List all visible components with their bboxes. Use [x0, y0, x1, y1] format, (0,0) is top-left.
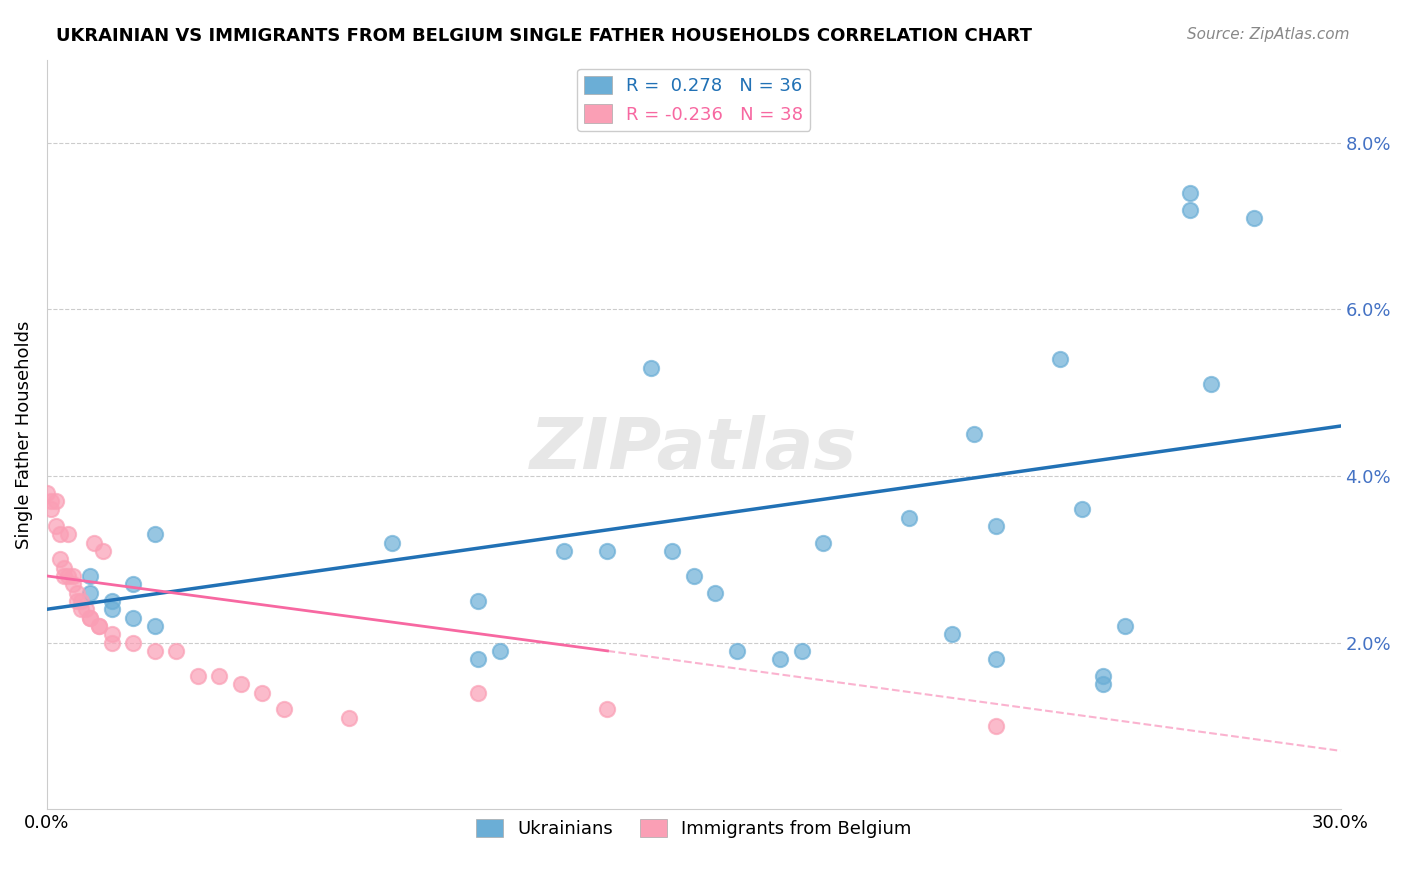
Point: [100, 602, 122, 616]
Legend: Ukrainians, Immigrants from Belgium: Ukrainians, Immigrants from Belgium: [468, 812, 920, 845]
Point: [1092, 669, 1115, 683]
Point: [187, 669, 209, 683]
Point: [467, 685, 489, 699]
Point: [44, 519, 66, 533]
Point: [58, 569, 80, 583]
Point: [39, 502, 62, 516]
Point: [143, 644, 166, 658]
Point: [49, 552, 72, 566]
Point: [208, 669, 231, 683]
Point: [122, 577, 145, 591]
Point: [984, 652, 1007, 666]
Point: [66, 594, 89, 608]
Point: [79, 569, 101, 583]
Point: [381, 535, 404, 549]
Point: [62, 577, 84, 591]
Point: [596, 702, 619, 716]
Point: [75, 602, 97, 616]
Point: [79, 585, 101, 599]
Point: [984, 719, 1007, 733]
Text: Source: ZipAtlas.com: Source: ZipAtlas.com: [1187, 27, 1350, 42]
Point: [122, 610, 145, 624]
Point: [941, 627, 963, 641]
Point: [66, 585, 89, 599]
Point: [229, 677, 252, 691]
Point: [1178, 202, 1201, 217]
Point: [58, 527, 80, 541]
Point: [769, 652, 792, 666]
Point: [467, 652, 489, 666]
Point: [553, 544, 575, 558]
Point: [87, 619, 110, 633]
Point: [596, 544, 619, 558]
Point: [53, 569, 76, 583]
Point: [143, 619, 166, 633]
Point: [83, 535, 105, 549]
Point: [252, 685, 274, 699]
Point: [100, 627, 122, 641]
Point: [1199, 377, 1222, 392]
Point: [467, 594, 489, 608]
Point: [49, 527, 72, 541]
Point: [640, 360, 662, 375]
Point: [682, 569, 704, 583]
Point: [44, 494, 66, 508]
Point: [62, 569, 84, 583]
Point: [70, 602, 93, 616]
Point: [165, 644, 187, 658]
Point: [91, 544, 114, 558]
Point: [488, 644, 510, 658]
Point: [79, 610, 101, 624]
Point: [790, 644, 813, 658]
Point: [100, 594, 122, 608]
Point: [143, 527, 166, 541]
Text: ZIPatlas: ZIPatlas: [530, 415, 858, 483]
Point: [39, 494, 62, 508]
Point: [704, 585, 727, 599]
Point: [100, 635, 122, 649]
Point: [984, 519, 1007, 533]
Point: [1178, 186, 1201, 200]
Point: [273, 702, 295, 716]
Point: [1092, 677, 1115, 691]
Point: [898, 510, 921, 524]
Point: [725, 644, 748, 658]
Point: [53, 560, 76, 574]
Point: [70, 594, 93, 608]
Text: UKRAINIAN VS IMMIGRANTS FROM BELGIUM SINGLE FATHER HOUSEHOLDS CORRELATION CHART: UKRAINIAN VS IMMIGRANTS FROM BELGIUM SIN…: [56, 27, 1032, 45]
Y-axis label: Single Father Households: Single Father Households: [15, 320, 32, 549]
Point: [79, 610, 101, 624]
Point: [122, 635, 145, 649]
Point: [337, 710, 360, 724]
Point: [87, 619, 110, 633]
Point: [35, 485, 58, 500]
Point: [1243, 211, 1265, 225]
Point: [1070, 502, 1092, 516]
Point: [811, 535, 834, 549]
Point: [661, 544, 683, 558]
Point: [1049, 352, 1071, 367]
Point: [963, 427, 986, 442]
Point: [1114, 619, 1136, 633]
